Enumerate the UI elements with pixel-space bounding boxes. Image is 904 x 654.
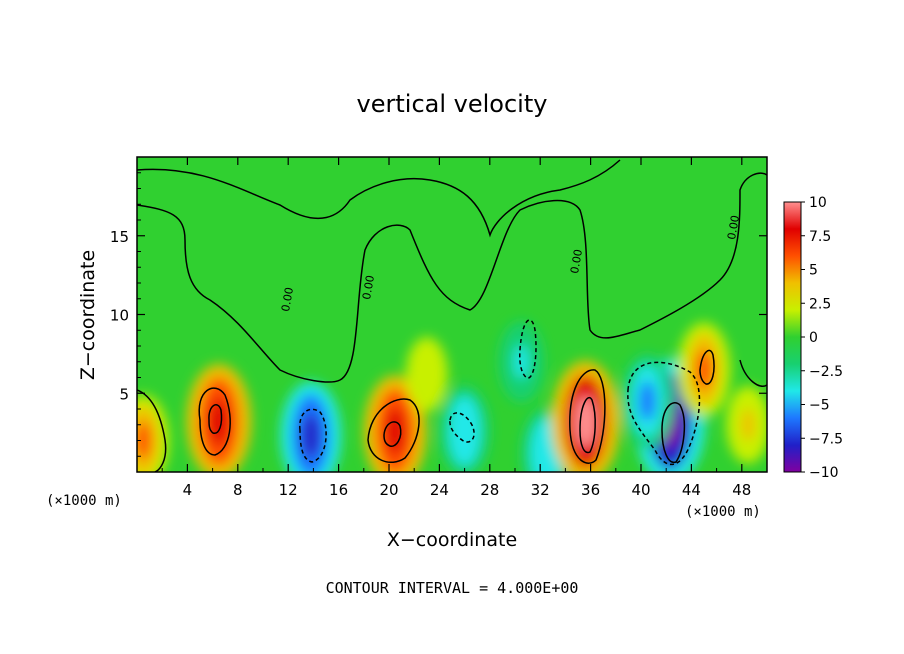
y-axis-label: Z−coordinate [77,250,99,380]
contour-lines [137,159,767,472]
x-unit-label-right: (×1000 m) [685,504,761,520]
velocity-features [137,321,767,472]
contour-left-warm [198,387,231,456]
x-tick-label: 36 [581,481,600,499]
colorbar-tick-label: 10 [809,195,827,211]
contour-warm-20 [367,398,420,463]
feature-core [208,397,229,446]
colorbar-ticks: 10 7.5 5 2.5 0 −2.5 −5 −7.5 −10 [801,195,843,481]
colorbar-tick-label: 7.5 [809,229,831,245]
feature-core [456,411,473,451]
x-tick-label: 24 [430,481,449,499]
feature-core [538,433,555,472]
contour-label: 0.00 [279,286,296,312]
x-tick-label: 28 [480,481,499,499]
y-axis: 5 10 15 [110,172,767,457]
colorbar: 10 7.5 5 2.5 0 −2.5 −5 −7.5 −10 [783,195,843,481]
contour-cold-26 [449,412,475,443]
feature-core [301,412,321,459]
x-tick-label: 12 [279,481,298,499]
feature-core [385,407,406,455]
x-tick-label: 4 [183,481,193,499]
colorbar-tick-label: −10 [809,465,839,481]
contour-label-group: 0.00 0.00 0.00 0.00 [279,214,742,312]
x-tick-label: 32 [531,481,550,499]
x-tick-label: 40 [631,481,650,499]
chart-title: vertical velocity [357,90,548,118]
contour-cold-14 [299,408,327,463]
contour-warm-20-inner [383,421,402,447]
colorbar-tick-label: −2.5 [809,364,843,380]
x-tick-label: 20 [379,481,398,499]
contour-label: 0.00 [725,214,742,240]
y-tick-label: 10 [110,307,129,325]
x-tick-label: 44 [682,481,701,499]
x-unit-label-left: (×1000 m) [46,493,122,509]
x-tick-label: 16 [329,481,348,499]
colorbar-tick-label: −7.5 [809,431,843,447]
colorbar-fill [783,201,802,473]
feature-core [741,408,755,442]
colorbar-tick-label: 0 [809,330,818,346]
contour-cold-30 [519,319,537,379]
y-tick-label: 5 [119,385,129,403]
feature-core [514,344,529,379]
contour-left-warm-inner [208,404,223,434]
contour-warm-45 [699,349,715,385]
y-tick-label: 15 [110,228,129,246]
contour-label: 0.00 [568,248,585,274]
contour-cold-42-inner [661,402,686,464]
contour-cold-42 [627,361,701,466]
contour-right [739,359,767,387]
colorbar-tick-label: 2.5 [809,296,831,312]
feature-core [695,349,713,390]
colorbar-tick-label: −5 [809,398,830,414]
feature-core [137,421,152,460]
contour-warm-36 [569,369,606,464]
colorbar-tick-label: 5 [809,263,818,279]
x-tick-label: 8 [233,481,243,499]
zero-contour-top [137,159,621,238]
zero-contour-upper [137,172,767,383]
plot-area: 0.00 0.00 0.00 0.00 [137,157,767,472]
x-axis: 4 8 12 16 20 24 28 32 36 40 44 48 [161,157,751,499]
feature-core [420,358,434,391]
contour-left-edge [137,389,167,472]
feature-core [639,381,656,422]
contour-interval-note: CONTOUR INTERVAL = 4.000E+00 [326,579,579,597]
contour-label: 0.00 [360,274,377,300]
x-tick-label: 48 [732,481,751,499]
x-axis-label: X−coordinate [387,529,517,551]
contour-warm-36-inner [579,397,596,454]
